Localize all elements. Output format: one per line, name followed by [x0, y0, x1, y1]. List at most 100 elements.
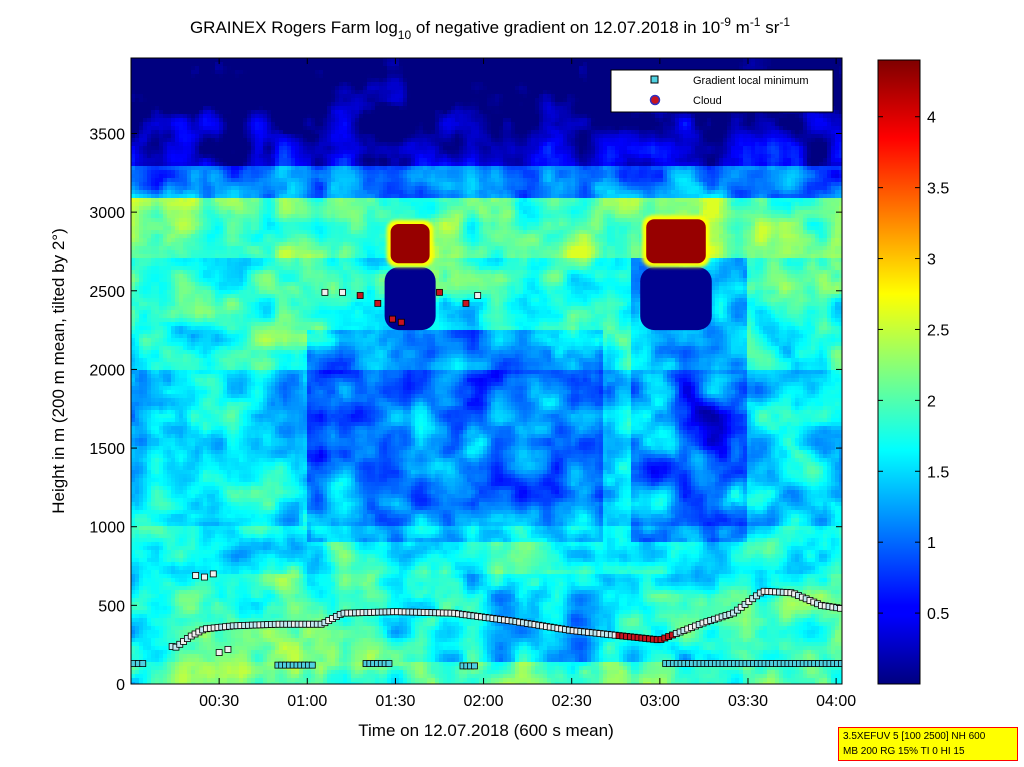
field-cell [167, 526, 172, 531]
field-cell [183, 242, 188, 247]
field-cell [251, 334, 256, 339]
field-cell [219, 290, 224, 295]
field-cell [159, 210, 164, 215]
field-cell [203, 78, 208, 83]
field-cell [203, 254, 208, 259]
field-cell [171, 582, 176, 587]
field-cell [247, 334, 252, 339]
field-cell [203, 270, 208, 275]
field-cell [171, 62, 176, 67]
field-cell [175, 290, 180, 295]
field-cell [143, 502, 148, 507]
field-cell [131, 190, 136, 195]
field-cell [219, 378, 224, 383]
field-cell [183, 446, 188, 451]
field-cell [167, 550, 172, 555]
field-cell [159, 538, 164, 543]
field-cell [183, 214, 188, 219]
field-cell [179, 134, 184, 139]
field-cell [195, 74, 200, 79]
field-cell [207, 126, 212, 131]
field-cell [155, 606, 160, 611]
field-cell [171, 602, 176, 607]
field-cell [151, 206, 156, 211]
field-cell [255, 382, 260, 387]
field-cell [135, 394, 140, 399]
field-cell [231, 190, 236, 195]
field-cell [135, 226, 140, 231]
field-cell [207, 86, 212, 91]
field-cell [195, 410, 200, 415]
field-cell [167, 314, 172, 319]
field-cell [235, 442, 240, 447]
field-cell [203, 358, 208, 363]
field-cell [171, 618, 176, 623]
field-cell [191, 654, 196, 659]
field-cell [207, 182, 212, 187]
field-cell [171, 678, 176, 683]
field-cell [235, 186, 240, 191]
field-cell [131, 282, 136, 287]
field-cell [143, 298, 148, 303]
field-cell [215, 78, 220, 83]
field-cell [203, 326, 208, 331]
field-cell [175, 238, 180, 243]
field-cell [207, 270, 212, 275]
field-cell [187, 526, 192, 531]
field-cell [227, 498, 232, 503]
field-cell [247, 354, 252, 359]
field-cell [227, 570, 232, 575]
field-cell [171, 586, 176, 591]
field-cell [207, 638, 212, 643]
field-cell [175, 330, 180, 335]
field-cell [247, 498, 252, 503]
field-cell [251, 282, 256, 287]
field-cell [207, 146, 212, 151]
field-cell [211, 298, 216, 303]
field-cell [175, 310, 180, 315]
field-cell [147, 330, 152, 335]
field-cell [243, 78, 248, 83]
field-cell [187, 306, 192, 311]
field-cell [183, 310, 188, 315]
field-cell [211, 270, 216, 275]
field-cell [175, 658, 180, 663]
field-cell [159, 214, 164, 219]
field-cell [243, 454, 248, 459]
field-cell [179, 226, 184, 231]
field-cell [131, 462, 136, 467]
field-cell [187, 510, 192, 515]
field-cell [187, 258, 192, 263]
field-cell [139, 570, 144, 575]
field-cell [159, 562, 164, 567]
field-cell [167, 514, 172, 519]
field-cell [155, 662, 160, 667]
field-cell [131, 202, 136, 207]
field-cell [247, 414, 252, 419]
field-cell [207, 418, 212, 423]
field-cell [231, 210, 236, 215]
field-cell [231, 430, 236, 435]
field-cell [235, 566, 240, 571]
field-cell [235, 246, 240, 251]
field-cell [255, 226, 260, 231]
field-cell [203, 334, 208, 339]
field-cell [251, 410, 256, 415]
field-cell [139, 246, 144, 251]
field-cell [247, 314, 252, 319]
field-cell [159, 650, 164, 655]
field-cell [211, 122, 216, 127]
field-cell [163, 482, 168, 487]
field-cell [243, 226, 248, 231]
field-cell [215, 666, 220, 671]
field-cell [223, 550, 228, 555]
field-cell [159, 130, 164, 135]
field-cell [195, 294, 200, 299]
field-cell [195, 442, 200, 447]
field-cell [131, 146, 136, 151]
field-cell [223, 374, 228, 379]
field-cell [223, 386, 228, 391]
field-cell [199, 266, 204, 271]
field-cell [183, 70, 188, 75]
field-cell [163, 222, 168, 227]
